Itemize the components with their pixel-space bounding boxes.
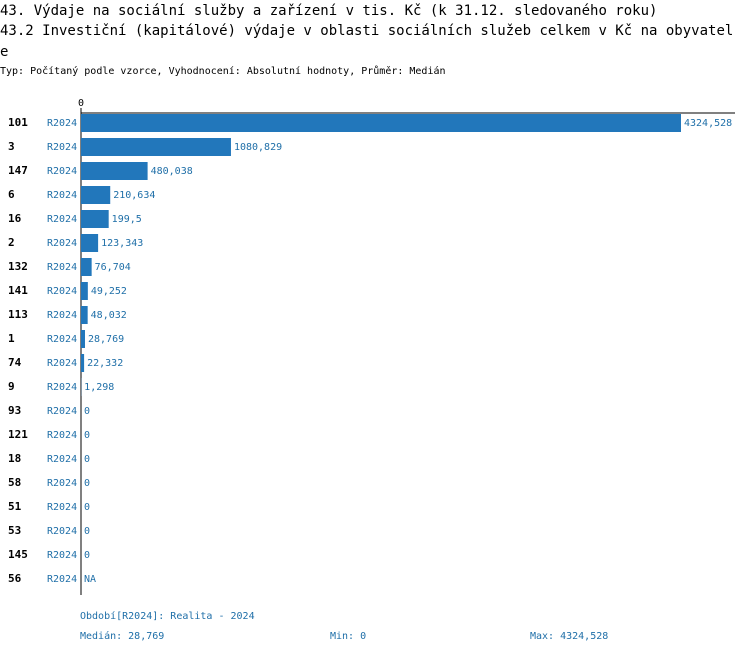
series-label: R2024 <box>47 502 77 513</box>
footer-max: Max: 4324,528 <box>530 631 608 642</box>
bar <box>81 210 109 228</box>
category-label: 51 <box>8 500 22 513</box>
category-label: 18 <box>8 452 21 465</box>
value-label: 4324,528 <box>684 118 732 129</box>
value-label: 210,634 <box>113 190 155 201</box>
series-label: R2024 <box>47 454 77 465</box>
value-label: 0 <box>84 526 90 537</box>
series-label: R2024 <box>47 238 77 249</box>
category-label: 6 <box>8 188 15 201</box>
description: Typ: Počítaný podle vzorce, Vyhodnocení:… <box>0 66 446 77</box>
value-label: 0 <box>84 550 90 561</box>
value-label: NA <box>84 574 96 585</box>
category-label: 145 <box>8 548 28 561</box>
bar <box>81 306 88 324</box>
chart-title: 43. Výdaje na sociální služby a zařízení… <box>0 3 658 19</box>
chart-subtitle: 43.2 Investiční (kapitálové) výdaje v ob… <box>0 23 734 60</box>
category-label: 93 <box>8 404 21 417</box>
bar <box>81 354 85 372</box>
series-label: R2024 <box>47 382 77 393</box>
bar <box>81 138 231 156</box>
bar <box>81 282 88 300</box>
footer-min: Min: 0 <box>330 631 366 642</box>
category-label: 16 <box>8 212 22 225</box>
bar <box>81 258 92 276</box>
series-label: R2024 <box>47 550 77 561</box>
value-label: 123,343 <box>101 238 143 249</box>
category-label: 53 <box>8 524 21 537</box>
series-label: R2024 <box>47 142 77 153</box>
footer-median: Medián: 28,769 <box>80 630 164 642</box>
category-label: 56 <box>8 572 22 585</box>
category-label: 74 <box>8 356 22 369</box>
value-label: 49,252 <box>91 286 127 297</box>
category-label: 58 <box>8 476 21 489</box>
series-label: R2024 <box>47 262 77 273</box>
bar <box>81 330 85 348</box>
value-label: 0 <box>84 502 90 513</box>
category-label: 2 <box>8 236 15 249</box>
bar <box>81 162 148 180</box>
footer-period: Období[R2024]: Realita - 2024 <box>80 610 255 622</box>
value-label: 76,704 <box>95 262 131 273</box>
series-label: R2024 <box>47 286 77 297</box>
value-label: 199,5 <box>112 214 142 225</box>
category-label: 101 <box>8 116 28 129</box>
value-label: 480,038 <box>151 166 193 177</box>
series-label: R2024 <box>47 406 77 417</box>
series-label: R2024 <box>47 526 77 537</box>
category-label: 147 <box>8 164 28 177</box>
value-label: 1080,829 <box>234 142 282 153</box>
bar <box>81 114 681 132</box>
category-label: 113 <box>8 308 28 321</box>
value-label: 28,769 <box>88 334 124 345</box>
series-label: R2024 <box>47 478 77 489</box>
bar <box>81 234 99 252</box>
series-label: R2024 <box>47 574 77 585</box>
category-label: 141 <box>8 284 28 297</box>
category-label: 132 <box>8 260 28 273</box>
bar <box>81 186 111 204</box>
series-label: R2024 <box>47 310 77 321</box>
series-label: R2024 <box>47 190 77 201</box>
series-label: R2024 <box>47 334 77 345</box>
series-label: R2024 <box>47 430 77 441</box>
series-label: R2024 <box>47 166 77 177</box>
value-label: 22,332 <box>87 358 123 369</box>
series-label: R2024 <box>47 358 77 369</box>
value-label: 0 <box>84 478 90 489</box>
value-label: 0 <box>84 430 90 441</box>
value-label: 0 <box>84 406 90 417</box>
category-label: 121 <box>8 428 28 441</box>
category-label: 3 <box>8 140 15 153</box>
value-label: 48,032 <box>91 310 127 321</box>
series-label: R2024 <box>47 118 77 129</box>
category-label: 9 <box>8 380 15 393</box>
x-tick-label: 0 <box>78 98 84 109</box>
value-label: 0 <box>84 454 90 465</box>
value-label: 1,298 <box>84 382 114 393</box>
category-label: 1 <box>8 332 15 345</box>
series-label: R2024 <box>47 214 77 225</box>
